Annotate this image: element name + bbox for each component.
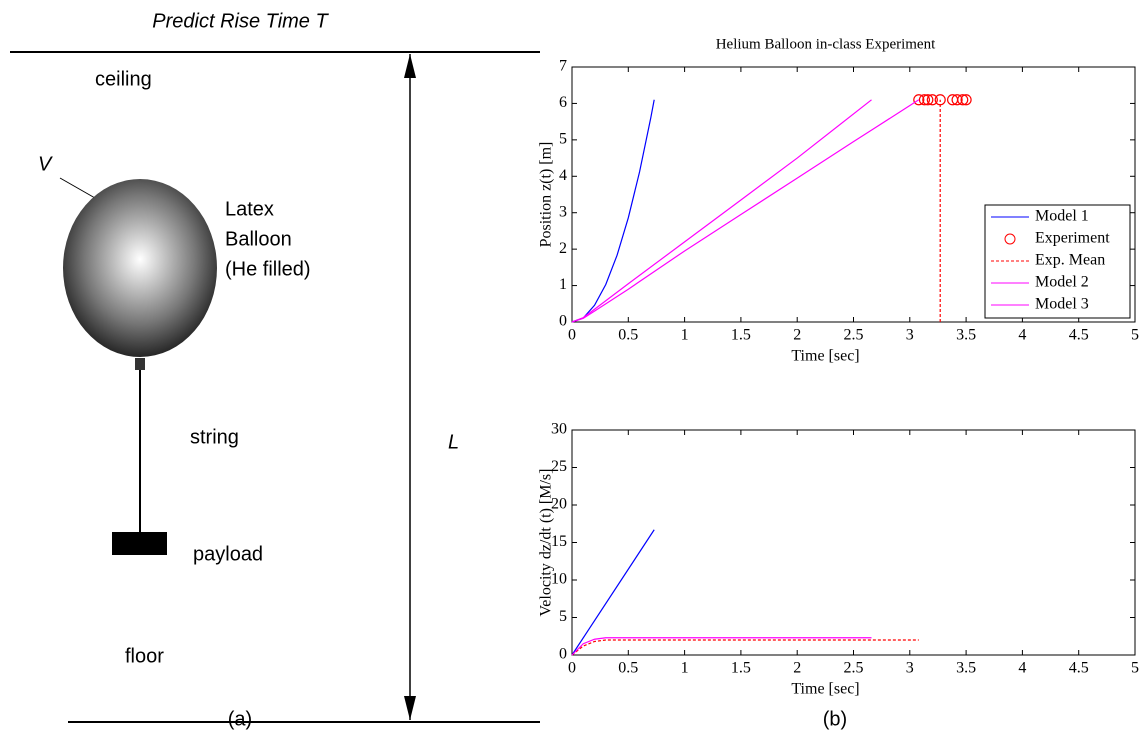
payload-label: payload [193, 543, 263, 565]
data-line [571, 637, 872, 656]
data-point [960, 94, 972, 106]
x-tick-label: 2.5 [844, 660, 864, 677]
x-tick-label: 1 [681, 660, 689, 677]
balloon-label: Balloon [225, 228, 292, 250]
legend-label: Model 3 [1035, 296, 1089, 313]
y-tick-label: 4 [559, 167, 567, 184]
x-tick-label: 2 [793, 660, 801, 677]
y-tick-label: 3 [559, 203, 567, 220]
data-point [918, 94, 931, 106]
x-tick-label: 4 [1018, 660, 1026, 677]
x-tick-label: 2 [793, 327, 801, 344]
caption: (b) [823, 708, 847, 730]
axes-box [571, 429, 1136, 656]
data-point [926, 94, 938, 106]
chart-title: Helium Balloon in-class Experiment [716, 36, 936, 52]
x-tick-label: 3 [906, 327, 914, 344]
y-tick-label: 1 [559, 276, 567, 293]
y-tick-label: 0 [559, 646, 567, 663]
y-tick-label: 5 [559, 131, 567, 148]
x-tick-label: 5 [1131, 327, 1139, 344]
arrow-head [404, 696, 416, 720]
x-tick-label: 0 [568, 327, 576, 344]
diagram: Predict Rise Time T L ceiling V Latex Ba… [10, 10, 847, 730]
volume-pointer [59, 177, 96, 199]
data-line [571, 99, 872, 323]
floor-label: floor [125, 645, 164, 667]
x-tick-label: 1 [681, 327, 689, 344]
y-tick-label: 7 [559, 58, 567, 75]
y-tick-label: 0 [559, 313, 567, 330]
x-tick-label: 2.5 [844, 327, 864, 344]
ceiling-label: ceiling [95, 68, 152, 90]
volume-label: V [38, 153, 53, 175]
x-tick-label: 5 [1131, 660, 1139, 677]
balloon-label: (He filled) [225, 258, 311, 280]
legend-label: Experiment [1035, 230, 1110, 247]
x-tick-label: 0.5 [618, 327, 638, 344]
charts: Helium Balloon in-class Experiment 0 0.5 1 1… [538, 36, 1139, 697]
x-tick-label: 4 [1018, 327, 1026, 344]
length-label: L [448, 431, 459, 453]
x-tick-label: 4.5 [1069, 327, 1089, 344]
data-line [571, 639, 919, 656]
caption: (a) [228, 708, 252, 730]
payload-box [112, 532, 167, 555]
y-tick-label: 10 [551, 571, 567, 588]
data-point [957, 94, 969, 106]
y-tick-label: 20 [551, 496, 567, 513]
x-tick-label: 3 [906, 660, 914, 677]
x-tick-label: 0 [568, 660, 576, 677]
y-tick-label: 25 [551, 458, 567, 475]
diagram-title: Predict Rise Time T [152, 10, 329, 32]
data-line [571, 99, 920, 323]
legend-box [984, 204, 1131, 319]
y-tick-label: 5 [559, 608, 567, 625]
y-axis-label: Velocity dz/dt (t) [M/s] [538, 469, 555, 617]
x-tick-label: 0.5 [618, 660, 638, 677]
y-tick-label: 6 [559, 94, 567, 111]
y-axis-label: Position z(t) [m] [538, 142, 555, 248]
data-line [571, 99, 655, 323]
x-tick-label: 3.5 [956, 660, 976, 677]
x-axis-label: Time [sec] [791, 348, 859, 365]
legend-marker [1004, 233, 1016, 245]
x-tick-label: 4.5 [1069, 660, 1089, 677]
x-tick-label: 3.5 [956, 327, 976, 344]
legend-label: Model 2 [1035, 274, 1089, 291]
y-tick-label: 30 [551, 421, 567, 438]
y-tick-label: 2 [559, 240, 567, 257]
string-label: string [190, 426, 239, 448]
data-point [913, 94, 925, 106]
arrow-head [404, 54, 416, 78]
data-line [571, 529, 655, 656]
legend-label: Model 1 [1035, 208, 1089, 225]
y-tick-label: 15 [551, 533, 567, 550]
x-tick-label: 1.5 [731, 660, 751, 677]
balloon-label: Latex [225, 198, 274, 220]
data-point [951, 94, 963, 106]
legend-label: Exp. Mean [1035, 252, 1105, 269]
x-tick-label: 1.5 [731, 327, 751, 344]
data-point [922, 94, 934, 106]
balloon [63, 179, 217, 357]
knot [135, 358, 145, 370]
x-axis-label: Time [sec] [791, 681, 859, 698]
